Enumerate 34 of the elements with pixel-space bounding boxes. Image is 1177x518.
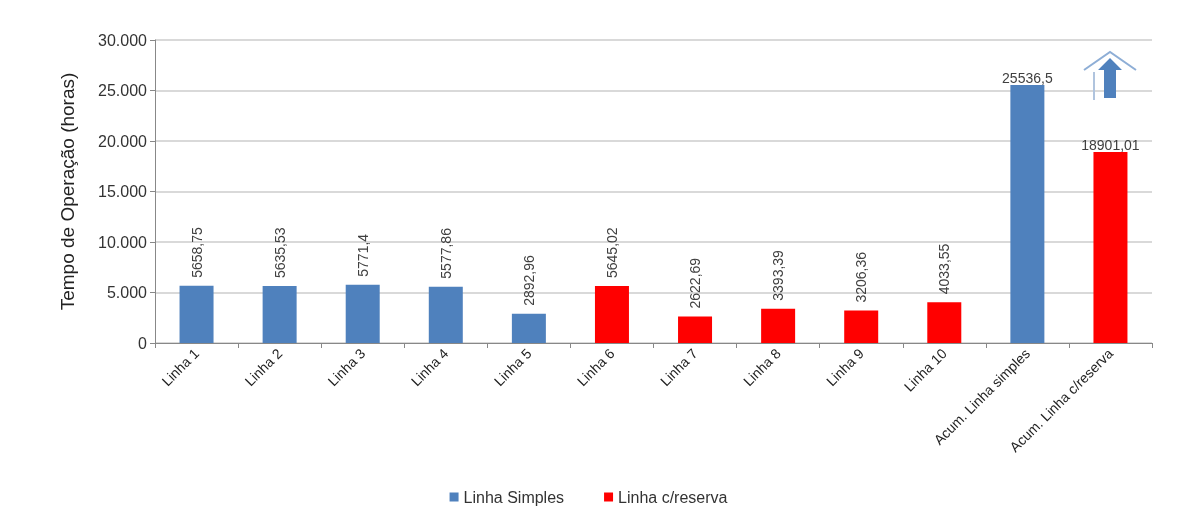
y-tick-label: 5.000 [106, 284, 148, 301]
data-label: 2892,96 [520, 254, 537, 306]
bar [262, 286, 297, 343]
bar [1010, 85, 1045, 343]
bar [678, 316, 713, 343]
bar [511, 313, 546, 343]
bar [927, 302, 962, 343]
y-tick-label: 25.000 [98, 82, 148, 99]
y-tick-label: 0 [138, 334, 148, 352]
data-label: 5658,75 [188, 227, 205, 278]
bar [844, 310, 879, 343]
y-tick-label: 20.000 [98, 132, 148, 150]
y-tick-label: 10.000 [98, 233, 148, 251]
data-label: 18901,01 [1081, 137, 1140, 154]
bar [1093, 152, 1128, 343]
data-label: 3206,36 [853, 251, 870, 303]
bar [179, 285, 214, 343]
bar [761, 308, 796, 343]
data-label: 5771,4 [354, 233, 371, 277]
bar [345, 284, 380, 343]
y-axis-title: Tempo de Operação (horas) [57, 72, 78, 311]
data-label: 5635,53 [271, 227, 288, 279]
bar [594, 285, 629, 343]
legend-label: Linha c/reserva [618, 488, 728, 506]
y-tick-label: 15.000 [98, 183, 148, 200]
legend-label: Linha Simples [463, 488, 565, 506]
data-label: 25536,5 [1002, 70, 1053, 87]
bar [428, 286, 463, 343]
y-tick-label: 30.000 [98, 31, 148, 49]
data-label: 3393,39 [770, 249, 787, 301]
data-label: 5577,86 [437, 227, 454, 279]
data-label: 5645,02 [603, 227, 620, 278]
data-label: 2622,69 [687, 257, 704, 309]
data-label: 4033,55 [936, 243, 953, 295]
